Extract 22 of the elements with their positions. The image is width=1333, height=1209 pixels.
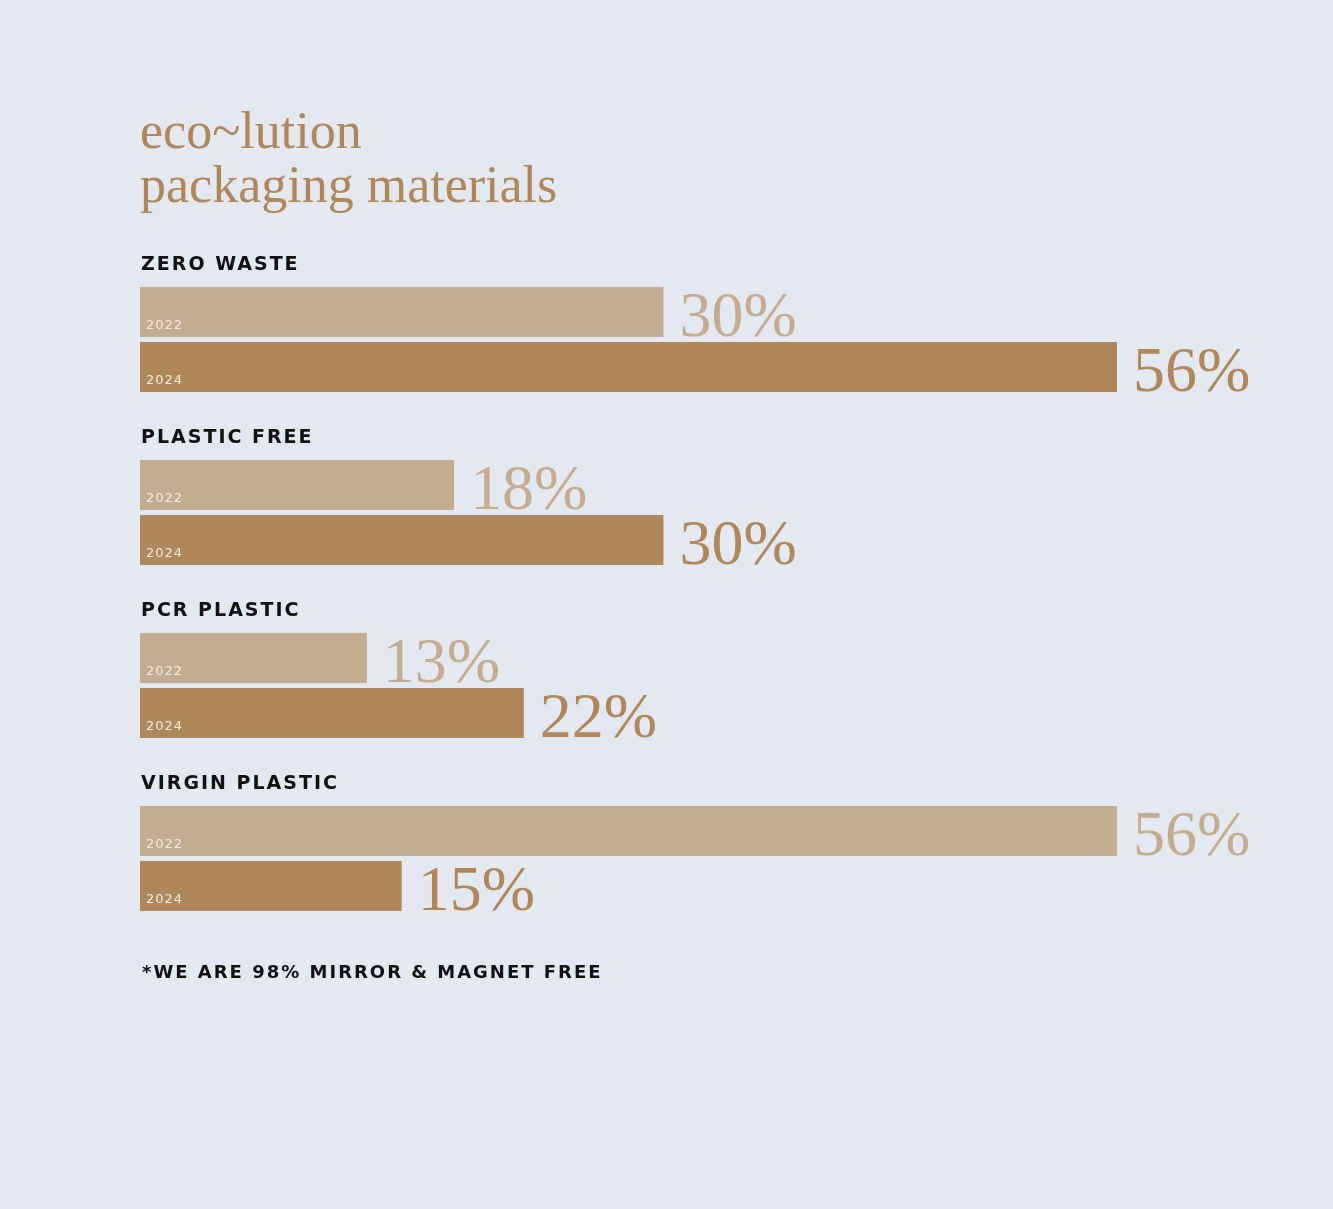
text: 2022 bbox=[146, 490, 184, 505]
text: *WE ARE 98% MIRROR & MAGNET FREE bbox=[142, 961, 603, 982]
chart-title: eco~lution packaging materials bbox=[140, 102, 558, 213]
text: 2024 bbox=[146, 891, 184, 906]
text: 2024 bbox=[146, 545, 184, 560]
data-label: 18% bbox=[470, 452, 588, 523]
series-label: 2022 bbox=[146, 317, 184, 332]
text: 2022 bbox=[146, 836, 184, 851]
series-label: 2024 bbox=[146, 372, 184, 387]
data-label: 56% bbox=[1133, 334, 1251, 405]
data-label: 30% bbox=[679, 279, 797, 350]
text: 2022 bbox=[146, 663, 184, 678]
data-label: 15% bbox=[417, 853, 536, 924]
y-tick-label: VIRGIN PLASTIC bbox=[141, 771, 339, 793]
data-label: 13% bbox=[382, 625, 501, 696]
data-label: 56% bbox=[1133, 798, 1251, 869]
data-label: 22% bbox=[539, 680, 658, 751]
y-tick-label: PLASTIC FREE bbox=[141, 425, 314, 447]
data-label: 30% bbox=[679, 507, 797, 578]
y-tick-label: ZERO WASTE bbox=[141, 252, 300, 274]
text: 2024 bbox=[146, 718, 184, 733]
y-tick-label: PCR PLASTIC bbox=[141, 598, 301, 620]
